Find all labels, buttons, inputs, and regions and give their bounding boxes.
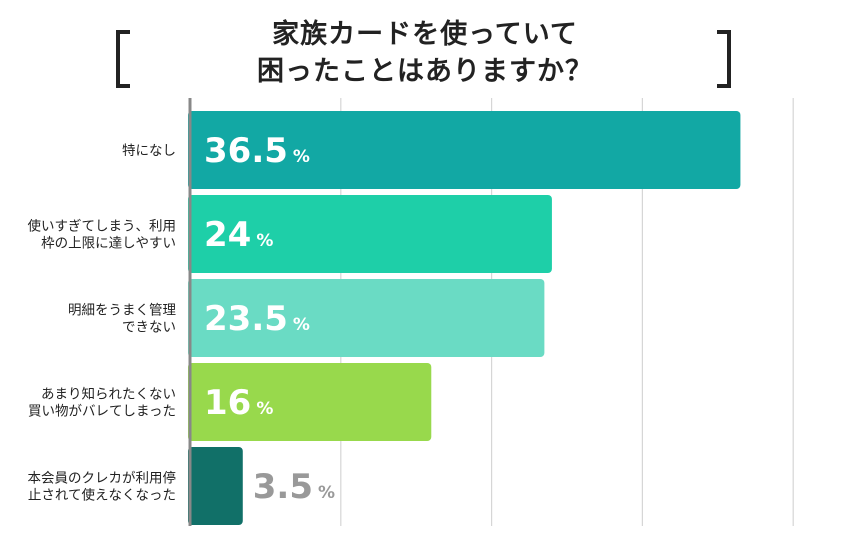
value-label-1: 36.5% — [204, 131, 310, 171]
category-label-5: 本会員のクレカが利用停止されて使えなくなった — [28, 470, 177, 504]
value-label-4: 16% — [204, 383, 273, 423]
category-label-3: 明細をうまく管理できない — [68, 303, 176, 336]
bar-5 — [188, 447, 243, 525]
bar-1 — [188, 111, 741, 189]
chart-title: 家族カードを使っていて 困ったことはありますか？ — [150, 16, 700, 90]
value-label-2: 24% — [204, 215, 273, 255]
title-area: 家族カードを使っていて 困ったことはありますか？ — [0, 12, 850, 92]
right-bracket-decoration — [717, 30, 731, 88]
title-line-1: 家族カードを使っていて — [272, 19, 578, 50]
category-label-1: 特になし — [122, 143, 176, 159]
bar-4 — [188, 363, 432, 441]
category-label-4: あまり知られたくない買い物がバレてしまった — [28, 386, 176, 420]
category-label-2: 使いすぎてしまう、利用枠の上限に達しやすい — [28, 218, 177, 252]
value-label-3: 23.5% — [204, 299, 310, 339]
left-bracket-decoration — [116, 30, 130, 88]
bar-2 — [188, 195, 552, 273]
bar-3 — [188, 279, 545, 357]
value-label-5: 3.5% — [253, 467, 335, 507]
title-line-2: 困ったことはありますか？ — [257, 56, 593, 87]
